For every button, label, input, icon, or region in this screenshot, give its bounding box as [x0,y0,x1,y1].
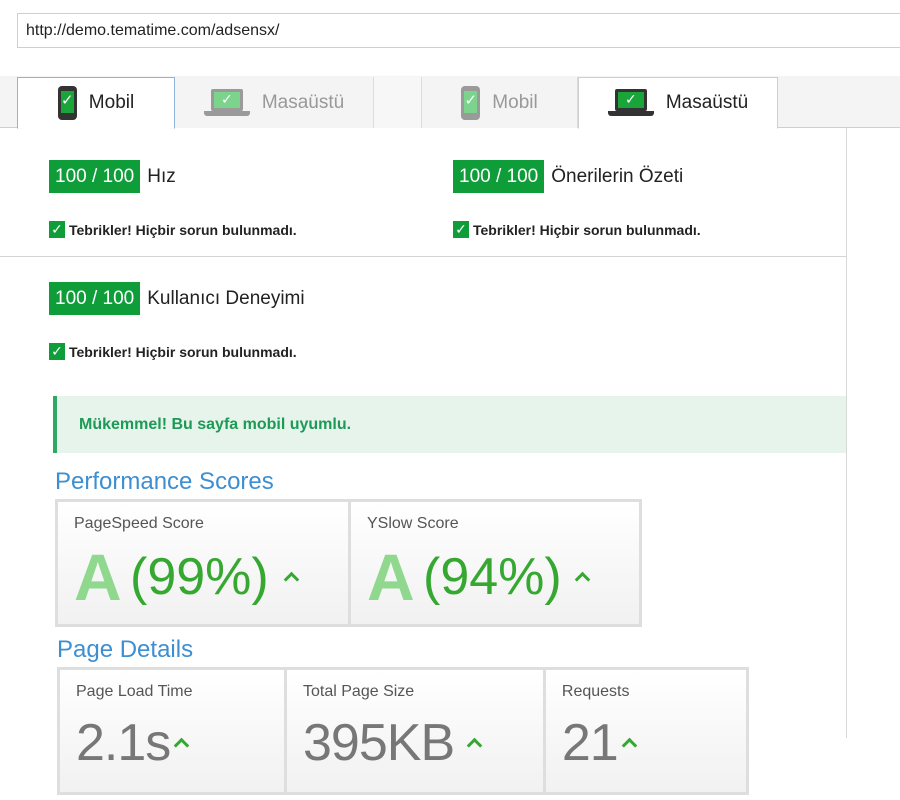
card-value: 21 [561,714,619,772]
tab-masaustu-1[interactable]: ✓ Masaüstü [175,77,374,128]
tab-label: Masaüstü [261,91,345,113]
score-badge: 100 / 100 [49,160,141,193]
url-text: http://demo.tematime.com/adsensx/ [26,22,280,39]
grade-percent: (99%) [130,548,269,606]
details-title: Page Details [57,636,194,663]
grade-letter: A [74,540,122,614]
score-ux-message: ✓ Tebrikler! Hiçbir sorun bulunmadı. [49,343,297,360]
tab-mobil-2[interactable]: ✓ Mobil [421,77,578,128]
phone-icon: ✓ [461,85,481,120]
score-badge: 100 / 100 [453,160,545,193]
address-bar[interactable]: http://demo.tematime.com/adsensx/ [17,13,900,48]
pagespeed-card: PageSpeed Score A (99%) [58,502,348,624]
performance-title: Performance Scores [55,468,274,495]
score-label: Önerilerin Özeti [551,165,684,187]
score-summary: 100 / 100 Önerilerin Özeti [453,160,683,193]
details-cards: Page Load Time 2.1s Total Page Size 395K… [57,667,749,795]
performance-cards: PageSpeed Score A (99%) YSlow Score A (9… [55,499,642,627]
phone-icon: ✓ [57,86,77,120]
tab-gap [374,77,421,128]
grade-letter: A [367,540,415,614]
section-divider [0,256,846,257]
panel-border [846,128,847,738]
page-size-card: Total Page Size 395KB [287,670,543,792]
requests-card: Requests 21 [545,670,746,792]
card-value: 2.1s [76,714,171,772]
tab-mobil-1[interactable]: ✓ Mobil [17,77,175,129]
card-title: Page Load Time [76,683,193,700]
check-icon: ✓ [49,343,65,360]
tab-label: Mobil [88,92,135,113]
tab-label: Mobil [492,91,538,113]
check-icon: ✓ [49,221,65,238]
laptop-icon: ✓ [203,88,250,117]
alert-text: Mükemmel! Bu sayfa mobil uyumlu. [79,416,352,433]
laptop-icon: ✓ [607,89,654,117]
score-speed-message: ✓ Tebrikler! Hiçbir sorun bulunmadı. [49,221,297,238]
mobile-friendly-alert: Mükemmel! Bu sayfa mobil uyumlu. [53,396,846,453]
score-summary-message: ✓ Tebrikler! Hiçbir sorun bulunmadı. [453,221,701,238]
card-title: Total Page Size [303,683,415,700]
card-value: 395KB [303,714,455,772]
check-icon: ✓ [453,221,469,238]
score-ux: 100 / 100 Kullanıcı Deneyimi [49,282,305,315]
yslow-card: YSlow Score A (94%) [351,502,639,624]
load-time-card: Page Load Time 2.1s [60,670,285,792]
tab-label: Masaüstü [665,92,749,113]
score-label: Kullanıcı Deneyimi [147,287,305,309]
score-label: Hız [147,165,176,187]
card-title: Requests [561,683,630,700]
tab-masaustu-2[interactable]: ✓ Masaüstü [578,77,778,129]
grade-percent: (94%) [423,548,562,606]
card-title: YSlow Score [367,515,459,532]
card-title: PageSpeed Score [74,515,204,532]
score-speed: 100 / 100 Hız [49,160,176,193]
score-badge: 100 / 100 [49,282,141,315]
